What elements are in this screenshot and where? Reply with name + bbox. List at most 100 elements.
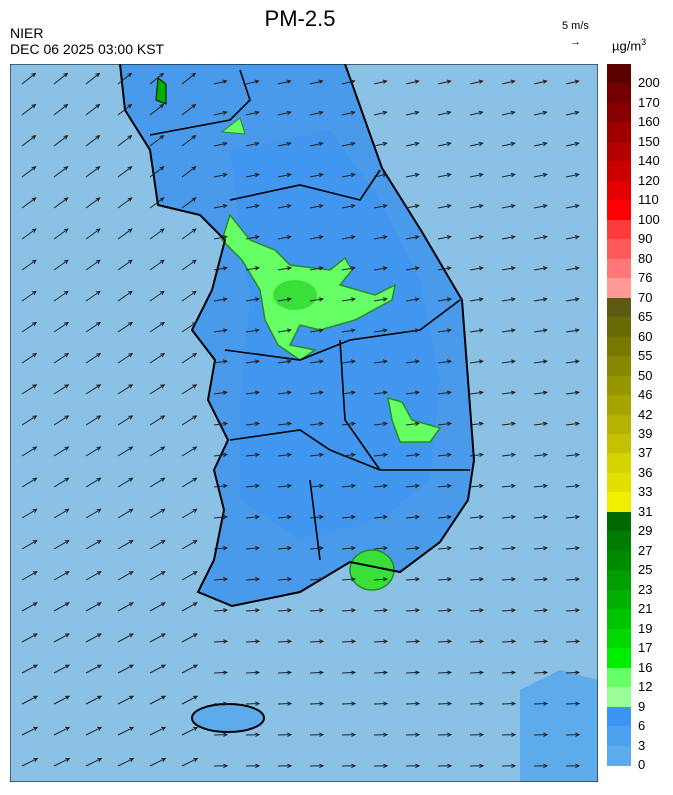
wind-arrow-head (222, 452, 229, 458)
wind-arrow (245, 609, 260, 612)
wind-arrow-head (254, 141, 260, 147)
wind-arrow-head (574, 421, 581, 426)
wind-arrow-head (414, 203, 420, 209)
wind-arrow (181, 477, 197, 488)
wind-arrow-head (65, 726, 71, 731)
wind-arrow-head (95, 197, 101, 202)
wind-arrow (277, 640, 292, 643)
wind-arrow-head (191, 259, 197, 264)
wind-arrow-head (350, 79, 356, 84)
wind-arrow-head (31, 259, 37, 264)
wind-arrow (565, 267, 579, 271)
colorbar-segment (607, 122, 631, 143)
wind-arrow-head (128, 446, 134, 451)
wind-arrow (373, 80, 387, 85)
wind-arrow (85, 477, 101, 488)
wind-arrow-head (31, 72, 37, 78)
wind-arrow-head (64, 602, 70, 607)
wind-arrow (501, 516, 515, 519)
wind-arrow (117, 695, 134, 705)
wind-arrow (213, 671, 228, 674)
colorbar-tick-label: 12 (638, 679, 653, 695)
wind-vectors (21, 72, 581, 769)
wind-arrow-head (95, 72, 101, 78)
wind-arrow-head (319, 732, 325, 737)
wind-arrow-head (478, 235, 484, 240)
wind-arrow (309, 329, 323, 333)
wind-arrow-head (446, 297, 452, 302)
wind-arrow-head (286, 328, 292, 333)
wind-arrow (277, 142, 291, 147)
wind-arrow (213, 360, 227, 364)
wind-arrow (373, 671, 388, 674)
wind-arrow (85, 446, 101, 457)
wind-arrow (341, 516, 355, 519)
wind-arrow-head (223, 732, 229, 737)
wind-arrow-head (222, 328, 228, 333)
wind-arrow-head (129, 664, 135, 669)
wind-arrow (53, 571, 70, 581)
wind-arrow (213, 111, 227, 116)
colorbar-tick-label: 23 (638, 581, 653, 597)
wind-arrow-head (414, 421, 421, 426)
wind-arrow-head (574, 297, 580, 302)
wind-arrow (469, 267, 483, 271)
wind-arrow-head (350, 421, 357, 426)
wind-arrow (405, 111, 419, 116)
wind-arrow-head (415, 639, 421, 644)
wind-arrow-head (575, 608, 581, 613)
wind-arrow-head (286, 483, 293, 489)
wind-arrow (53, 477, 69, 488)
wind-arrow (21, 322, 37, 333)
wind-arrow (53, 228, 69, 240)
wind-arrow-head (351, 514, 357, 520)
wind-arrow-head (64, 321, 70, 327)
wind-arrow (501, 329, 515, 333)
wind-arrow-head (64, 415, 70, 420)
wind-arrow (213, 80, 227, 85)
colorbar-tick-label: 21 (638, 601, 653, 617)
wind-arrow-head (64, 446, 70, 451)
wind-arrow-head (63, 197, 69, 202)
wind-arrow (533, 267, 547, 271)
wind-arrow (245, 111, 259, 116)
wind-arrow (469, 173, 483, 178)
wind-arrow-head (447, 545, 453, 551)
colorbar-tick-label: 50 (638, 367, 653, 383)
wind-arrow (181, 508, 197, 519)
wind-arrow-head (127, 134, 133, 140)
reference-arrow-icon: → (570, 36, 581, 48)
wind-arrow-head (128, 571, 134, 576)
wind-arrow-head (543, 577, 549, 582)
wind-arrow (245, 485, 259, 488)
wind-arrow (245, 453, 259, 457)
wind-arrow (501, 609, 516, 612)
wind-arrow-head (542, 141, 548, 147)
wind-arrow-head (511, 577, 517, 582)
wind-arrow-head (575, 670, 581, 675)
wind-arrow-head (350, 297, 356, 302)
wind-arrow (53, 197, 69, 209)
wind-arrow (149, 540, 165, 550)
colorbar-segment (607, 609, 631, 630)
wind-arrow (565, 236, 579, 240)
wind-arrow (117, 259, 133, 271)
wind-arrow-head (160, 508, 166, 513)
wind-arrow-head (511, 639, 517, 644)
wind-arrow (309, 204, 323, 209)
wind-arrow (149, 135, 164, 147)
wind-arrow-head (159, 134, 165, 140)
wind-arrow (437, 142, 451, 147)
wind-arrow (213, 516, 227, 519)
wind-arrow (117, 446, 133, 457)
wind-arrow-head (510, 390, 517, 395)
wind-arrow-head (128, 633, 134, 638)
wind-arrow-head (350, 328, 356, 333)
wind-arrow-head (127, 166, 133, 171)
wind-arrow-head (318, 172, 324, 178)
wind-arrow-head (127, 228, 133, 233)
wind-arrow (181, 166, 196, 178)
wind-arrow-head (96, 602, 102, 607)
wind-arrow-head (574, 390, 581, 395)
wind-arrow-head (161, 695, 167, 700)
